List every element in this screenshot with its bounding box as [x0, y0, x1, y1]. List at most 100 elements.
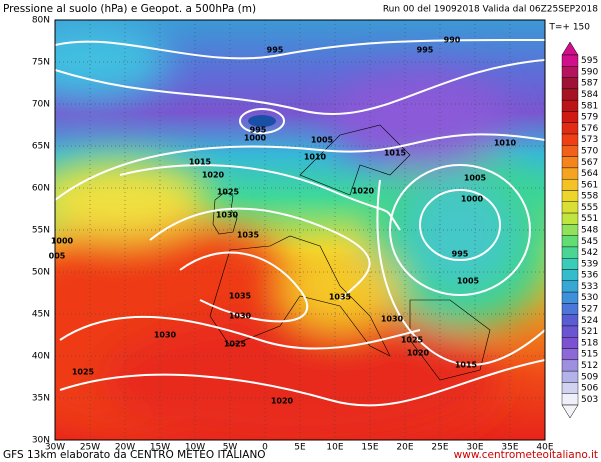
colorbar-label: 581	[581, 101, 598, 111]
isobar-label: 1025	[224, 340, 247, 349]
colorbar-label: 503	[581, 395, 598, 405]
isobar-label: 1020	[202, 171, 225, 180]
lon-label: 30E	[466, 443, 483, 453]
isobar-label: 995	[417, 46, 434, 55]
run-info: Run 00 del 19092018 Valida dal 06Z25SEP2…	[383, 5, 598, 15]
colorbar-label: 555	[581, 203, 598, 213]
colorbar-swatch	[561, 382, 579, 394]
colorbar-label: 509	[581, 372, 598, 382]
colorbar-swatch	[561, 291, 579, 304]
isobar-label: 1000	[244, 134, 267, 143]
colorbar-label: 506	[581, 384, 598, 394]
colorbar-swatch	[561, 145, 579, 157]
lat-label: 80N	[32, 16, 50, 26]
colorbar-label: 536	[581, 271, 598, 281]
isobar-label: 1030	[229, 312, 252, 321]
isobar-label: 990	[444, 36, 461, 45]
colorbar-label: 573	[581, 135, 598, 145]
isobar-label: 1010	[494, 139, 517, 148]
colorbar-label: 524	[581, 316, 598, 326]
lon-label: 15E	[361, 443, 378, 453]
colorbar-label: 567	[581, 158, 598, 168]
isobar-label: 005	[49, 252, 66, 261]
colorbar-label: 512	[581, 361, 598, 371]
isobar-label: 1015	[384, 149, 407, 158]
colorbar-label: 542	[581, 248, 598, 258]
colorbar-label: 564	[581, 169, 598, 179]
isobar-label: 1030	[154, 331, 177, 340]
lat-label: 30N	[32, 436, 50, 446]
isobar-label: 1015	[455, 361, 478, 370]
colorbar-swatch	[561, 122, 579, 135]
colorbar-label: 518	[581, 338, 598, 348]
isobar-label: 1020	[271, 397, 294, 406]
colorbar-swatch	[561, 325, 579, 338]
isobar-label: 1025	[401, 336, 424, 345]
colorbar-label: 584	[581, 90, 598, 100]
lat-label: 70N	[32, 100, 50, 110]
colorbar-label: 561	[581, 180, 598, 190]
colorbar-swatch	[561, 269, 579, 282]
colorbar-swatch	[561, 212, 579, 225]
colorbar-swatch	[561, 359, 579, 372]
colorbar-swatch	[561, 303, 579, 315]
colorbar-label: 527	[581, 305, 598, 315]
lon-label: 40E	[536, 443, 553, 453]
colorbar-swatch	[561, 235, 579, 248]
isobar-label: 1015	[189, 158, 212, 167]
colorbar-swatch	[561, 348, 579, 361]
colorbar-swatch	[561, 314, 579, 327]
colorbar-swatch	[561, 337, 579, 349]
colorbar-swatch	[561, 99, 579, 112]
colorbar-label: 539	[581, 259, 598, 269]
lat-label: 45N	[32, 310, 50, 320]
colorbar-swatch	[561, 156, 579, 169]
colorbar-swatch	[561, 133, 579, 146]
lon-label: 10W	[185, 443, 205, 453]
isobar-label: 995	[452, 250, 469, 259]
lat-label: 55N	[32, 226, 50, 236]
isobar-label: 1005	[464, 174, 487, 183]
isobar-label: 1030	[216, 211, 239, 220]
colorbar-swatch	[561, 77, 579, 90]
lat-label: 35N	[32, 394, 50, 404]
footer-credit: GFS 13km elaborato da CENTRO METEO ITALI…	[3, 449, 266, 461]
colorbar-swatch	[561, 370, 579, 383]
lon-label: 5W	[223, 443, 238, 453]
lon-label: 5E	[294, 443, 306, 453]
isobar-label: 1005	[457, 277, 480, 286]
lon-label: 25E	[431, 443, 448, 453]
map-title: Pressione al suolo (hPa) e Geopot. a 500…	[3, 3, 256, 15]
map-field	[55, 20, 545, 440]
lat-label: 75N	[32, 58, 50, 68]
colorbar-label: 570	[581, 146, 598, 156]
colorbar-top-arrow	[561, 41, 579, 56]
colorbar-swatch	[561, 224, 579, 236]
colorbar-label: 551	[581, 214, 598, 224]
lon-label: 30W	[45, 443, 65, 453]
colorbar-label: 521	[581, 327, 598, 337]
map-frame	[54, 19, 546, 441]
colorbar-label: 530	[581, 293, 598, 303]
isobar-label: 1030	[381, 315, 404, 324]
colorbar-swatch	[561, 393, 579, 406]
isobar-label: 1010	[304, 153, 327, 162]
colorbar-label: 576	[581, 124, 598, 134]
lon-label: 15W	[150, 443, 170, 453]
colorbar-label: 515	[581, 350, 598, 360]
colorbar-label: 579	[581, 113, 598, 123]
colorbar-label: 558	[581, 192, 598, 202]
isobar-label: 1020	[352, 187, 375, 196]
colorbar-label: 545	[581, 237, 598, 247]
colorbar-swatch	[561, 280, 579, 293]
isobar-label: 1025	[72, 368, 95, 377]
colorbar-swatch	[561, 111, 579, 123]
lon-label: 10E	[326, 443, 343, 453]
isobar-label: 1020	[407, 349, 430, 358]
isobar-label: 1035	[229, 292, 252, 301]
colorbar-label: 595	[581, 56, 598, 66]
lat-label: 50N	[32, 268, 50, 278]
isobar-label: 995	[250, 126, 267, 135]
isobar-label: 1000	[461, 195, 484, 204]
